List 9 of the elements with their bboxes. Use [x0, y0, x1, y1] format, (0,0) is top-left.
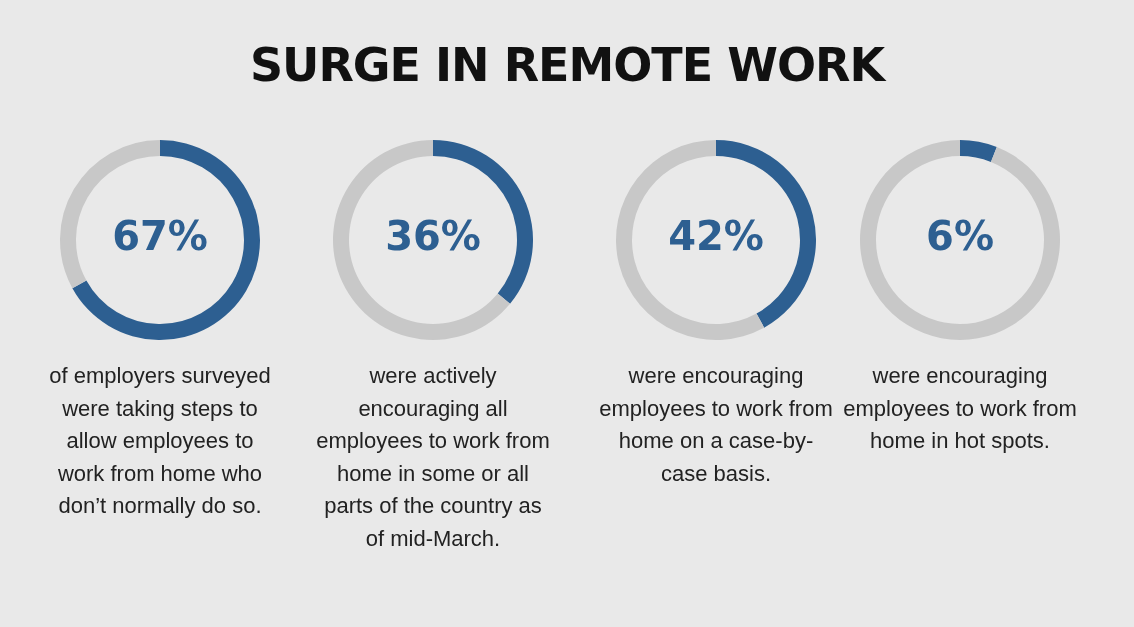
text: SURGE IN REMOTE WORK [248, 38, 887, 92]
text: were actively encouraging all employees to work from home in some or all parts of the country as of mid-March. [315, 362, 551, 553]
text: of employers surveyed were taking steps to allow employees to work from home who don’t normally do so. [48, 362, 272, 520]
text: were encouraging employees to work from home in hot spots. [842, 362, 1078, 455]
data-label: 36% [385, 213, 481, 260]
data-label: 67% [112, 213, 208, 260]
data-label: 6% [926, 213, 994, 260]
data-label: 42% [668, 213, 764, 260]
text: were encouraging employees to work from home on a case-by-case basis. [598, 362, 834, 488]
